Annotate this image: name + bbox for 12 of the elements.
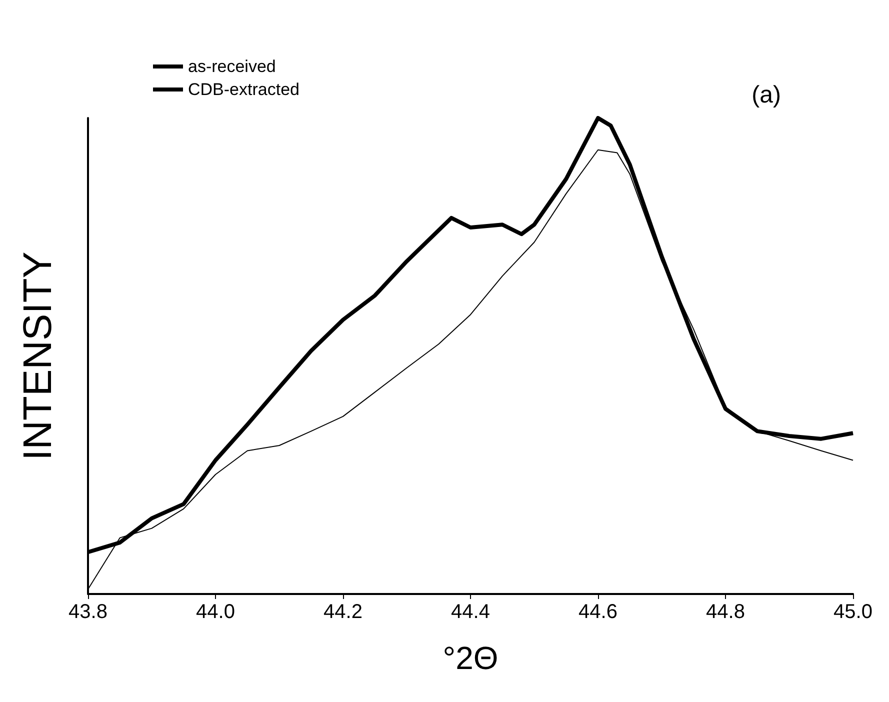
x-tick-label: 44.6 — [578, 601, 618, 623]
x-tick-label: 43.8 — [68, 601, 108, 623]
legend-label: as-received — [188, 57, 276, 76]
text: (a) — [752, 82, 782, 108]
x-tick-label: 44.2 — [324, 601, 362, 623]
x-tick-label: 44.0 — [196, 601, 235, 623]
legend-label: CDB-extracted — [188, 80, 300, 99]
x-axis-title: °2Θ — [442, 640, 498, 676]
y-axis-title: INTENSITY — [16, 252, 60, 460]
x-tick-label: 44.8 — [706, 601, 745, 623]
x-tick-label: 45.0 — [834, 601, 872, 623]
x-tick-label: 44.4 — [451, 601, 490, 623]
